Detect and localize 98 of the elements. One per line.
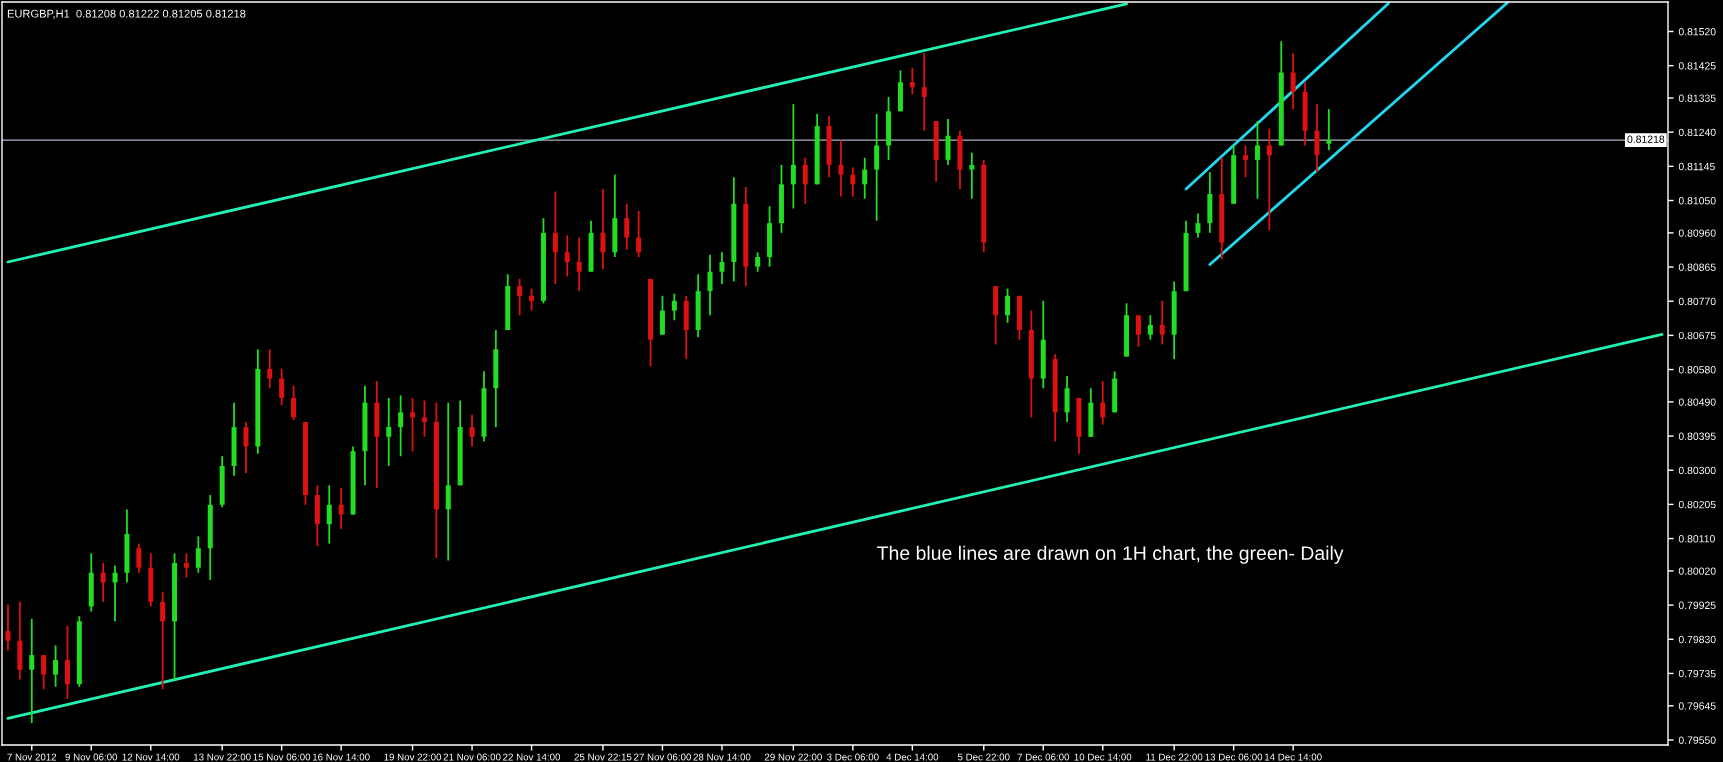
candlestick <box>802 156 808 205</box>
x-tick-label: 10 Dec 14:00 <box>1074 753 1132 761</box>
y-tick-label: 0.81335 <box>1678 94 1716 102</box>
candlestick <box>41 654 47 691</box>
x-tick-label: 11 Dec 22:00 <box>1146 753 1203 761</box>
candlestick <box>386 397 392 467</box>
x-tick-label: 29 Nov 22:00 <box>764 753 822 761</box>
x-tick-label: 13 Dec 06:00 <box>1205 753 1263 761</box>
candlestick <box>326 484 332 545</box>
candlestick <box>576 236 582 293</box>
candlestick <box>1147 314 1153 341</box>
candlestick <box>564 234 570 278</box>
y-tick-label: 0.80020 <box>1678 567 1716 575</box>
x-tick-label: 13 Nov 22:00 <box>193 753 251 761</box>
candlestick <box>100 562 106 603</box>
y-tick-label: 0.80960 <box>1678 229 1716 237</box>
y-tick-label: 0.80770 <box>1678 297 1716 306</box>
candlestick <box>29 617 35 724</box>
candlestick <box>160 591 166 691</box>
candlestick <box>850 166 856 198</box>
candlestick <box>5 603 11 652</box>
x-tick-label: 28 Nov 14:00 <box>693 753 751 761</box>
x-tick-label: 15 Nov 06:00 <box>253 753 311 761</box>
x-tick-label: 21 Nov 06:00 <box>443 753 501 761</box>
candlestick <box>1135 314 1141 348</box>
candlestick <box>291 384 297 421</box>
candlestick <box>410 397 416 453</box>
candlestick <box>671 292 677 322</box>
y-tick-label: 0.80490 <box>1678 398 1716 406</box>
candlestick <box>1290 52 1296 111</box>
candlestick <box>469 413 475 448</box>
candlestick <box>1254 120 1260 200</box>
y-tick-label: 0.81425 <box>1678 62 1716 70</box>
x-tick-label: 14 Dec 14:00 <box>1264 753 1322 761</box>
candlestick <box>517 278 523 317</box>
y-tick-label: 0.80580 <box>1678 366 1716 374</box>
candlestick <box>267 348 273 390</box>
y-tick-label: 0.79550 <box>1678 736 1716 744</box>
candlestick <box>838 139 844 198</box>
candlestick <box>243 421 249 475</box>
candlestick <box>552 190 558 285</box>
candlestick <box>719 251 725 285</box>
y-tick-label: 0.80205 <box>1678 500 1716 509</box>
y-tick-label: 0.80675 <box>1678 331 1716 340</box>
ref-line-label: 0.81218 <box>1627 135 1665 143</box>
candlestick <box>600 188 606 271</box>
x-tick-label: 16 Nov 14:00 <box>312 753 370 761</box>
candlestick <box>183 552 189 579</box>
candlestick <box>755 251 761 273</box>
y-tick-label: 0.80300 <box>1678 466 1716 475</box>
candlestick <box>1005 287 1011 324</box>
y-tick-label: 0.80865 <box>1678 263 1716 271</box>
y-tick-label: 0.79735 <box>1678 669 1716 678</box>
candlestick <box>136 542 142 574</box>
candlestick <box>636 210 642 258</box>
y-tick-label: 0.79830 <box>1678 635 1716 644</box>
text: EURGBP,H1 0.81208 0.81222 0.81205 0.81218 <box>7 9 246 19</box>
candlestick <box>969 151 975 200</box>
x-tick-label: 9 Nov 06:00 <box>65 753 118 761</box>
y-tick-label: 0.80395 <box>1678 432 1716 440</box>
y-tick-label: 0.79925 <box>1678 601 1716 609</box>
candlestick <box>338 486 344 530</box>
x-tick-label: 7 Dec 06:00 <box>1017 753 1070 761</box>
annotation: The blue lines are drawn on 1H chart, the green- Daily <box>877 545 1344 564</box>
x-tick-label: 5 Dec 22:00 <box>957 753 1010 761</box>
candlestick <box>862 156 868 200</box>
candlestick <box>1266 127 1272 232</box>
candlestick <box>1243 144 1249 179</box>
candlestick <box>53 644 59 688</box>
candlestick <box>1159 299 1165 346</box>
candlestick <box>112 564 118 623</box>
candlestick <box>921 52 927 132</box>
candlestick <box>1100 380 1106 426</box>
x-tick-label: 12 Nov 14:00 <box>122 753 180 761</box>
candlestick <box>529 287 535 312</box>
x-tick-label: 3 Dec 06:00 <box>827 753 879 761</box>
candlestick <box>909 66 915 96</box>
candlestick <box>1326 108 1332 152</box>
candlestick <box>624 202 630 251</box>
x-tick-label: 22 Nov 14:00 <box>503 753 561 761</box>
x-tick-label: 25 Nov 22:15 <box>574 753 632 761</box>
candlestick <box>195 535 201 574</box>
y-tick-label: 0.81520 <box>1678 27 1716 36</box>
candlestick <box>421 399 427 438</box>
x-tick-label: 19 Nov 22:00 <box>384 753 442 761</box>
y-tick-label: 0.81145 <box>1678 162 1715 171</box>
candlestick <box>279 367 285 407</box>
candlestick <box>790 103 796 210</box>
y-tick-label: 0.79645 <box>1678 702 1716 710</box>
candlestick <box>707 253 713 317</box>
candlestick <box>1195 212 1201 239</box>
x-tick-label: 7 Nov 2012 <box>7 753 57 761</box>
y-tick-label: 0.81050 <box>1678 197 1716 205</box>
y-tick-label: 0.81240 <box>1678 128 1716 137</box>
x-tick-label: 4 Dec 14:00 <box>886 753 939 761</box>
candlestick <box>398 394 404 458</box>
y-tick-label: 0.80110 <box>1678 535 1715 543</box>
x-tick-label: 27 Nov 06:00 <box>634 753 691 761</box>
